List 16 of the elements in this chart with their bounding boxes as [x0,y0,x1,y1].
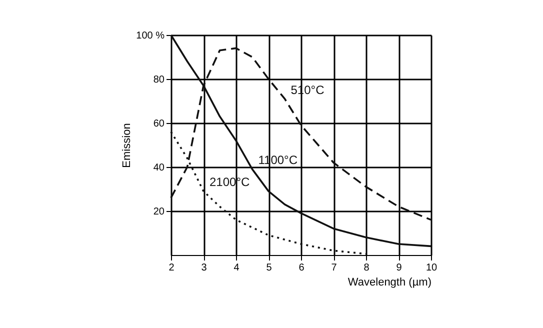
x-tick-label: 7 [331,262,338,274]
y-tick-label: 40 [153,162,165,174]
x-tick-label: 5 [266,262,272,274]
x-tick-label: 10 [426,262,438,274]
x-tick-label: 9 [396,262,402,274]
y-axis-title: Emission [121,123,134,168]
x-tick-label: 4 [234,262,240,274]
x-axis-title: Wavelength (µm) [348,276,432,288]
x-tick-label: 2 [168,262,175,274]
x-tick-label: 3 [201,262,208,274]
x-tick-label: 8 [364,262,370,274]
y-tick-label: 100 % [136,30,165,42]
y-tick-label: 60 [153,118,165,130]
x-tick-label: 6 [298,262,305,274]
y-tick-label: 80 [153,74,165,86]
y-tick-label: 20 [153,206,165,218]
